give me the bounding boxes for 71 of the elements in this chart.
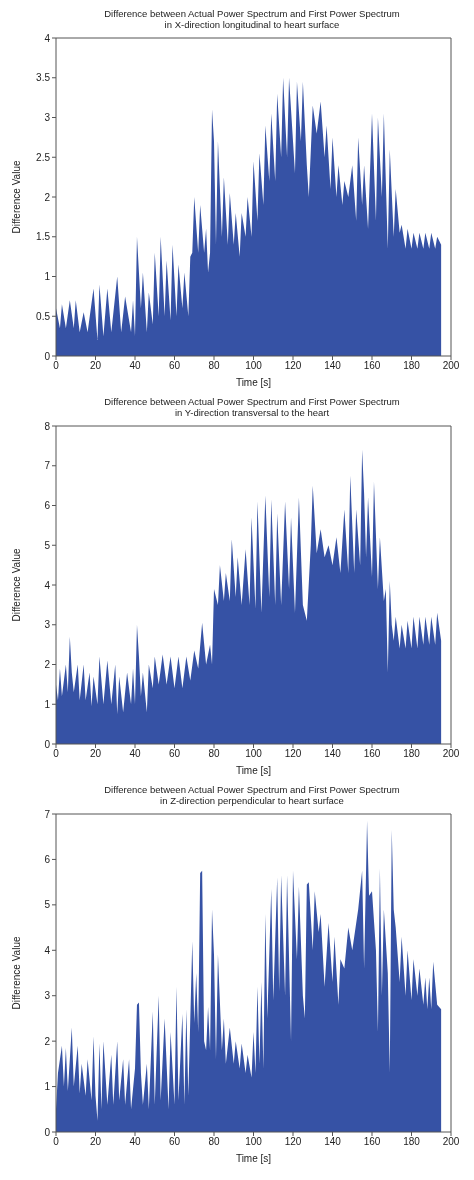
y-tick-label: 6 [44, 500, 51, 512]
y-tick-label: 0 [44, 738, 51, 750]
y-axis-title: Difference Value [10, 936, 22, 1010]
x-axis-title: Time [s] [235, 765, 272, 776]
y-tick-label: 8 [44, 420, 51, 432]
y-tick-label: 1.5 [36, 231, 51, 243]
x-tick-label: 140 [324, 360, 342, 372]
x-tick-label: 180 [403, 748, 421, 760]
y-axis-title: Difference Value [10, 160, 22, 234]
x-tick-label: 160 [363, 748, 381, 760]
x-tick-label: 180 [403, 360, 421, 372]
x-tick-label: 60 [168, 1136, 181, 1148]
y-tick-label: 3 [44, 112, 51, 124]
y-tick-label: 2 [44, 1035, 51, 1047]
x-tick-label: 200 [442, 748, 460, 760]
chart-subtitle: in Y-direction transversal to the heart [173, 407, 331, 418]
chart-subtitle: in Z-direction perpendicular to heart surface [159, 795, 345, 806]
x-tick-label: 20 [89, 1136, 102, 1148]
x-tick-label: 60 [168, 748, 181, 760]
chart-title: Difference between Actual Power Spectrum and First Power Spectrum [103, 8, 401, 19]
x-axis-title: Time [s] [235, 377, 272, 388]
y-tick-label: 3 [44, 990, 51, 1002]
y-tick-label: 3.5 [36, 72, 51, 84]
chart-title: Difference between Actual Power Spectrum and First Power Spectrum [103, 784, 401, 795]
x-tick-label: 120 [284, 748, 302, 760]
chart-subtitle: in X-direction longitudinal to heart surface [163, 19, 341, 30]
y-tick-label: 1 [44, 1081, 51, 1093]
x-tick-label: 160 [363, 1136, 381, 1148]
x-tick-label: 100 [245, 748, 263, 760]
y-tick-label: 7 [44, 808, 51, 820]
y-tick-label: 7 [44, 460, 51, 472]
x-tick-label: 80 [208, 1136, 220, 1148]
x-tick-label: 80 [208, 360, 220, 372]
x-tick-label: 120 [284, 1136, 302, 1148]
y-tick-label: 4 [44, 579, 51, 591]
x-tick-label: 40 [129, 748, 141, 760]
x-axis-title: Time [s] [235, 1153, 272, 1164]
x-tick-label: 200 [442, 1136, 460, 1148]
x-tick-label: 200 [442, 360, 460, 372]
y-tick-label: 4 [44, 944, 51, 956]
y-tick-label: 2 [44, 191, 51, 203]
y-tick-label: 5 [44, 899, 51, 911]
x-tick-label: 20 [89, 748, 102, 760]
x-tick-label: 120 [284, 360, 302, 372]
x-tick-label: 80 [208, 748, 220, 760]
x-tick-label: 20 [89, 360, 102, 372]
y-axis-title: Difference Value [10, 548, 22, 622]
x-tick-label: 140 [324, 748, 342, 760]
x-tick-label: 160 [363, 360, 381, 372]
y-tick-label: 0.5 [36, 310, 51, 322]
y-tick-label: 0 [44, 1126, 51, 1138]
x-tick-label: 140 [324, 1136, 342, 1148]
x-tick-label: 0 [53, 1136, 60, 1148]
y-tick-label: 2 [44, 659, 51, 671]
x-tick-label: 100 [245, 360, 263, 372]
x-tick-label: 40 [129, 360, 141, 372]
x-tick-label: 60 [168, 360, 181, 372]
x-tick-label: 40 [129, 1136, 141, 1148]
y-tick-label: 1 [44, 271, 51, 283]
y-tick-label: 4 [44, 32, 51, 44]
y-tick-label: 0 [44, 350, 51, 362]
chart-title: Difference between Actual Power Spectrum and First Power Spectrum [103, 396, 401, 407]
y-tick-label: 3 [44, 619, 51, 631]
x-tick-label: 180 [403, 1136, 421, 1148]
x-tick-label: 0 [53, 360, 60, 372]
y-tick-label: 1 [44, 698, 51, 710]
x-tick-label: 100 [245, 1136, 263, 1148]
y-tick-label: 5 [44, 539, 51, 551]
y-tick-label: 2.5 [36, 151, 51, 163]
x-tick-label: 0 [53, 748, 60, 760]
y-tick-label: 6 [44, 853, 51, 865]
